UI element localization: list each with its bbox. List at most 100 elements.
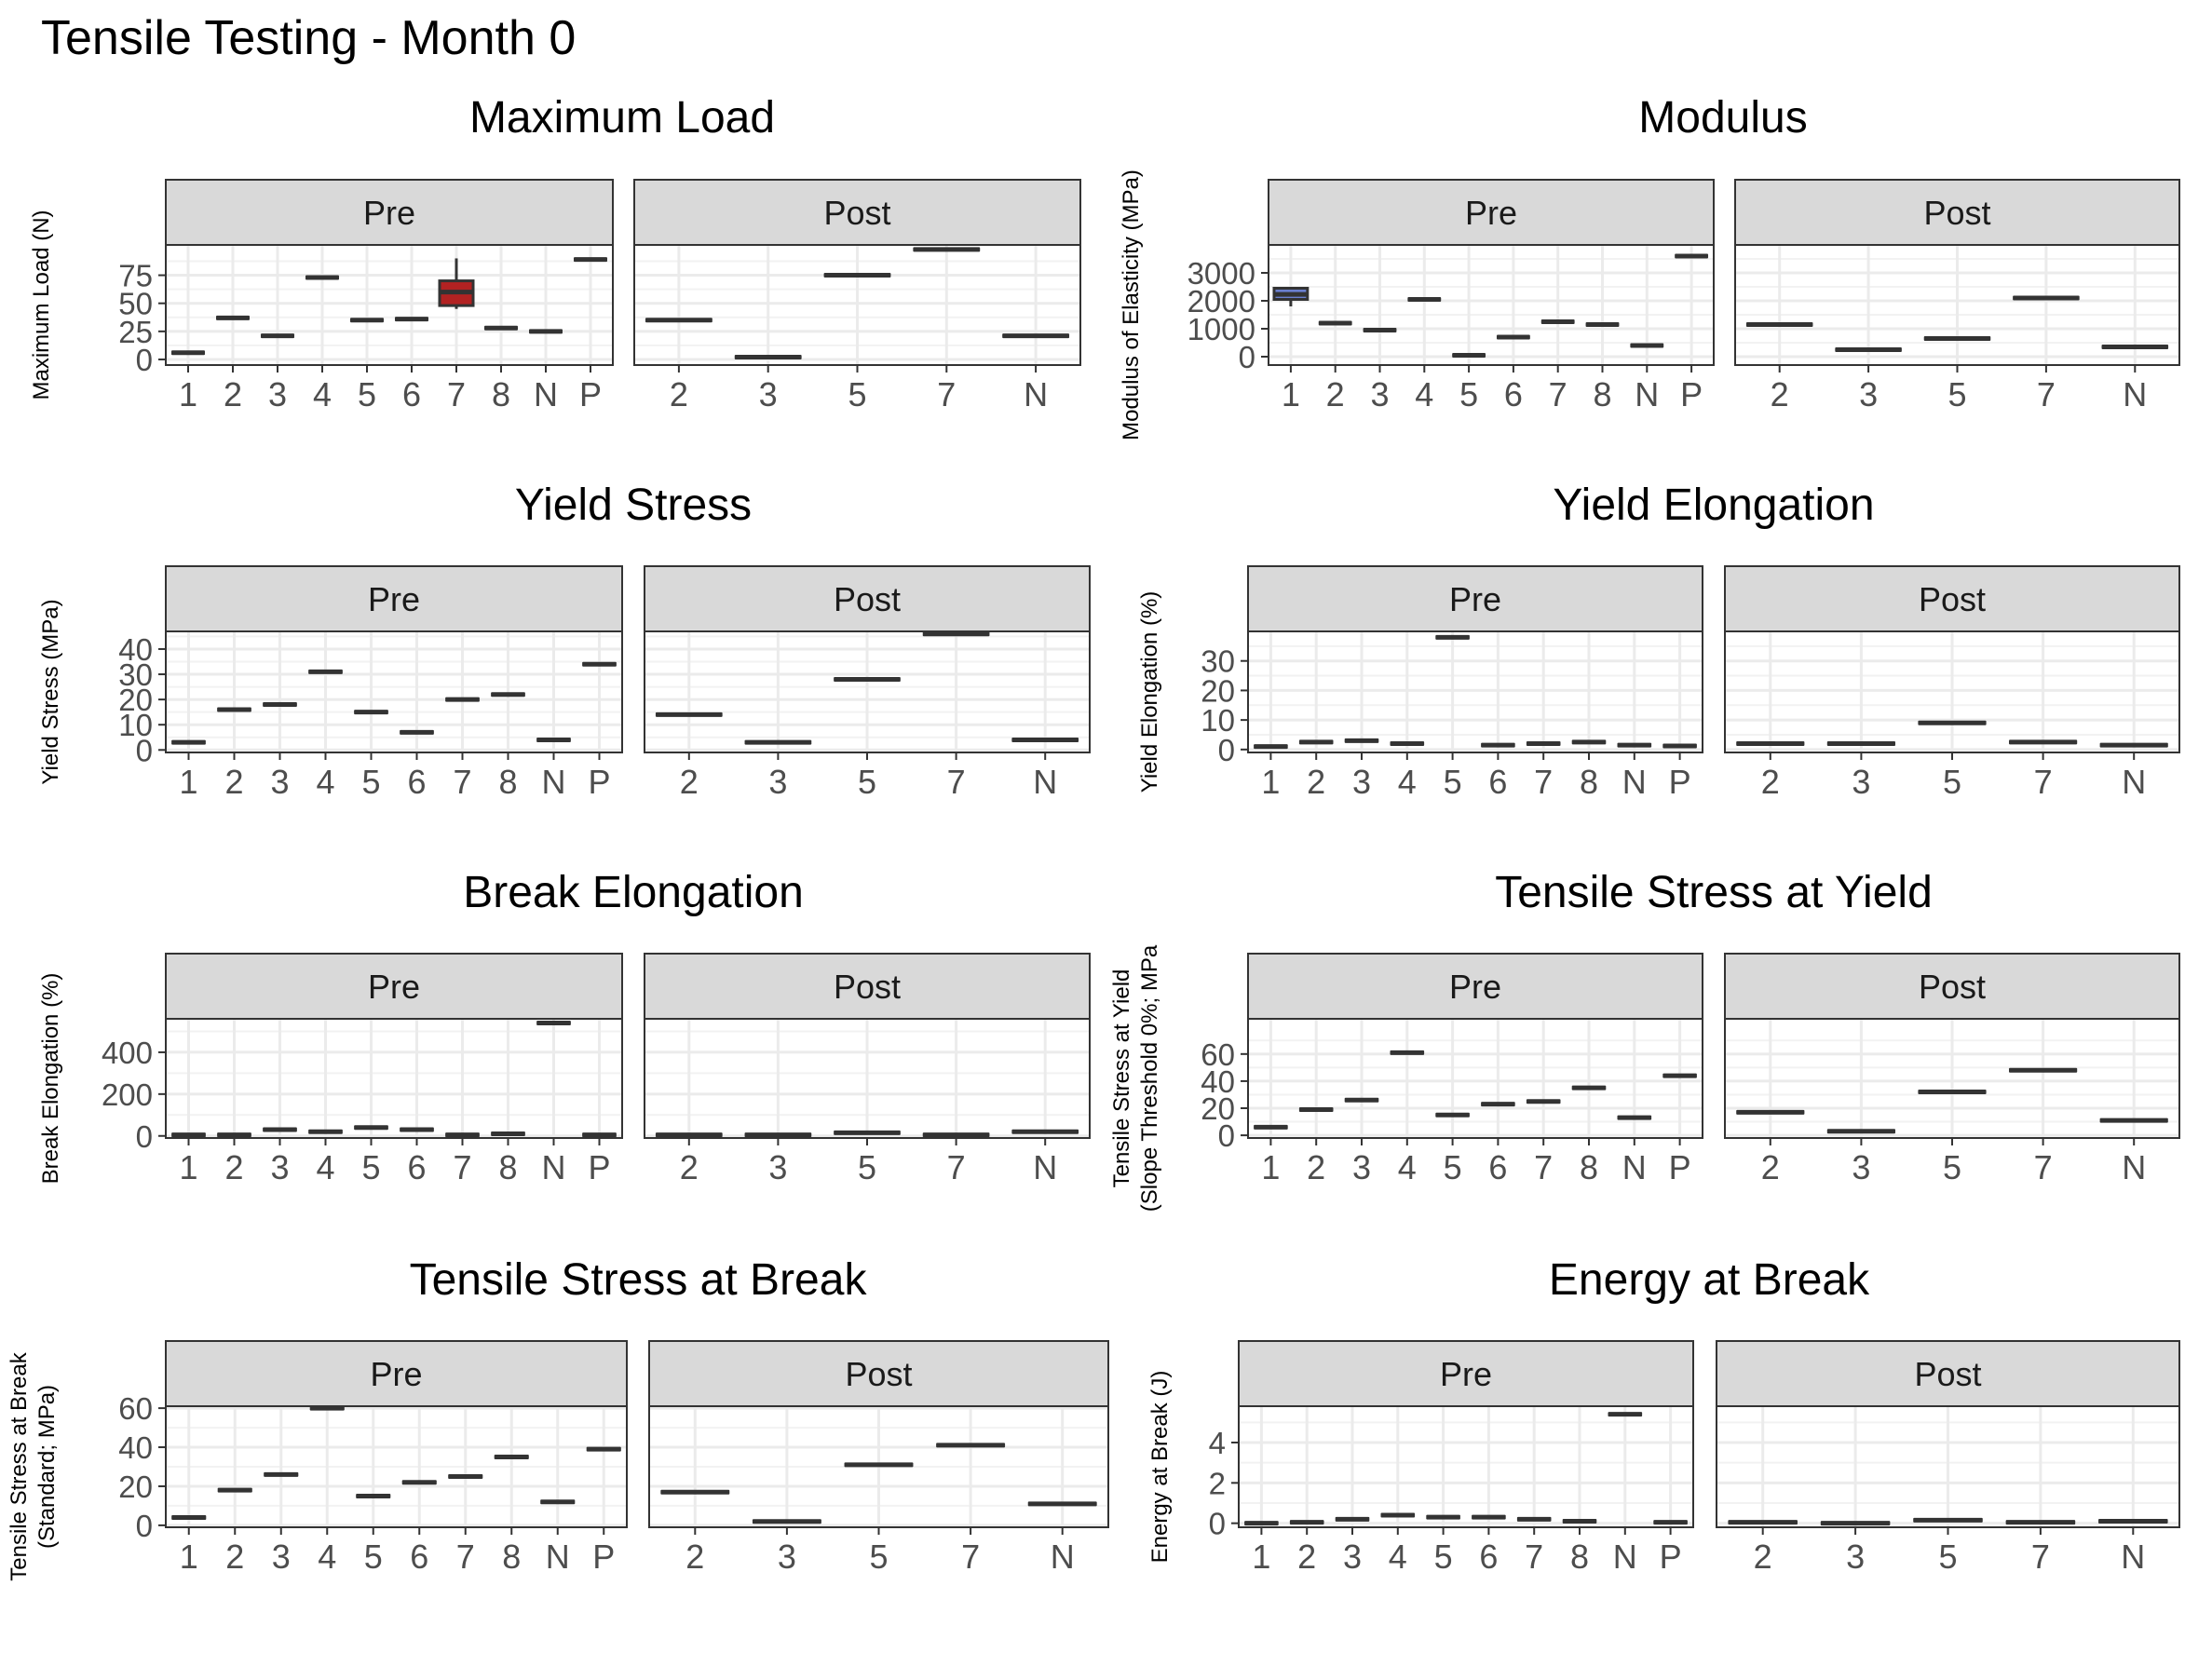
y-tick-label: 10 <box>118 708 153 742</box>
figure-title: Tensile Testing - Month 0 <box>41 11 576 65</box>
box-7 <box>2005 1520 2076 1525</box>
panel-background <box>166 1019 622 1138</box>
x-tick-label: 3 <box>268 375 287 413</box>
box-P <box>574 257 607 263</box>
box-N <box>529 329 563 334</box>
x-tick-label: 3 <box>759 375 778 413</box>
box-8 <box>491 1131 525 1137</box>
panel-border <box>165 630 623 753</box>
y-tick-label: 400 <box>102 1036 153 1070</box>
box-1 <box>171 1515 207 1521</box>
x-tick-label: 3 <box>768 1148 787 1186</box>
facet-strip-label: Post <box>823 194 890 232</box>
x-tick-label: 6 <box>1479 1538 1498 1576</box>
x-tick-label: 2 <box>1761 1148 1780 1186</box>
panel-border <box>1247 1018 1703 1139</box>
facet-strip <box>1247 565 1703 632</box>
box-2 <box>216 315 250 320</box>
chart-title: Modulus <box>1638 93 1807 142</box>
box-2 <box>1298 739 1334 745</box>
box-N <box>2099 1118 2168 1123</box>
box-5 <box>350 318 384 323</box>
x-tick-label: P <box>1660 1538 1682 1576</box>
facet-post: Post 2 3 5 7 N <box>644 565 1091 801</box>
y-tick-label: 0 <box>136 343 153 377</box>
x-tick-label: 4 <box>318 1538 336 1576</box>
box-4 <box>1380 1512 1416 1518</box>
x-tick-label: 7 <box>447 375 466 413</box>
x-tick-label: P <box>1669 763 1691 801</box>
box-7 <box>922 631 990 637</box>
x-tick-label: 8 <box>1580 763 1598 801</box>
box-1 <box>1254 744 1288 750</box>
facet-strip-label: Pre <box>1449 968 1501 1006</box>
x-tick-label: 5 <box>858 1148 876 1186</box>
x-tick-label: 5 <box>848 375 866 413</box>
facet-post: Post 2 3 5 7 N <box>648 1340 1109 1576</box>
y-axis-label: Modulus of Elasticity (MPa) <box>1119 169 1144 440</box>
box-2 <box>217 1132 251 1138</box>
x-tick-label: 3 <box>1859 375 1878 413</box>
box-6 <box>395 317 428 322</box>
chart-break-elongation: Break Elongation Break Elongation (%) Pre 1… <box>38 868 1091 1186</box>
box-1 <box>171 350 205 356</box>
y-tick-label: 2000 <box>1187 284 1255 318</box>
x-tick-label: 6 <box>407 763 426 801</box>
facet-strip-label: Pre <box>368 968 420 1006</box>
box-5 <box>1923 336 1991 341</box>
box-5 <box>356 1493 391 1498</box>
y-tick-label: 40 <box>1201 1064 1235 1099</box>
x-tick-label: 3 <box>1846 1538 1865 1576</box>
facet-strip <box>1724 565 2180 632</box>
box-7 <box>445 1132 480 1138</box>
x-tick-label: 7 <box>453 1148 471 1186</box>
x-tick-label: 3 <box>1852 763 1870 801</box>
box-N <box>1630 343 1664 348</box>
box-P <box>1653 1520 1688 1525</box>
box-5 <box>1913 1517 1983 1523</box>
box-6 <box>400 729 434 735</box>
y-tick-label: 2 <box>1209 1466 1226 1500</box>
box-P <box>582 661 617 667</box>
x-tick-label: N <box>2121 1538 2145 1576</box>
box-N <box>1617 1115 1652 1120</box>
box-P <box>1662 743 1697 749</box>
x-tick-label: 2 <box>680 763 699 801</box>
x-tick-label: 7 <box>1534 763 1553 801</box>
y-axis-label: Energy at Break (J) <box>1147 1371 1173 1564</box>
y-tick-label: 0 <box>1239 340 1255 374</box>
box-P <box>582 1132 617 1138</box>
x-tick-label: N <box>1024 375 1048 413</box>
box-5 <box>354 710 388 715</box>
box-5 <box>1435 1112 1470 1118</box>
facet-strip <box>644 953 1091 1020</box>
x-tick-label: 8 <box>498 763 517 801</box>
box-8 <box>1571 1085 1607 1091</box>
x-tick-label: 3 <box>270 1148 289 1186</box>
box-2 <box>217 707 251 712</box>
facet-strip <box>165 179 614 246</box>
x-tick-label: 8 <box>502 1538 521 1576</box>
box-5 <box>823 273 891 278</box>
box-7 <box>1526 1099 1561 1104</box>
x-tick-label: 4 <box>316 763 334 801</box>
x-tick-label: 7 <box>1549 375 1567 413</box>
box-3 <box>1363 328 1397 332</box>
facet-strip <box>1268 179 1715 246</box>
box-7 <box>922 1132 990 1138</box>
box-6 <box>1472 1514 1506 1520</box>
x-tick-label: 5 <box>1459 375 1478 413</box>
facet-strip-label: Post <box>834 968 901 1006</box>
box-P <box>1675 253 1709 259</box>
x-tick-label: 5 <box>1444 763 1462 801</box>
facet-post: Post 2 3 5 7 N <box>1734 179 2180 413</box>
box-N <box>536 1020 571 1025</box>
x-tick-label: 7 <box>2037 375 2056 413</box>
y-axis-label: Yield Stress (MPa) <box>38 599 63 784</box>
x-tick-label: 7 <box>1525 1538 1543 1576</box>
